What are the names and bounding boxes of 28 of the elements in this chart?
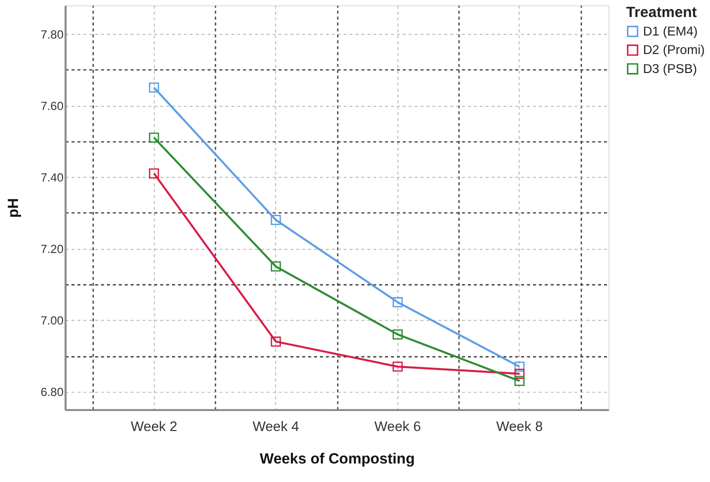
x-tick-label: Week 4 [252, 418, 300, 434]
point [514, 368, 525, 379]
point [148, 132, 160, 143]
point [392, 329, 403, 340]
x-axis-title: Weeks of Composting [260, 451, 415, 468]
point [514, 376, 525, 386]
x-tick-label: Week 2 [130, 418, 178, 434]
y-tick-label: 7.20 [40, 242, 64, 256]
point [514, 362, 525, 372]
x-tick-label: Week 8 [496, 418, 544, 434]
legend-label: D1 (EM4) [642, 23, 698, 38]
y-tick-label: 7.00 [40, 314, 64, 328]
point [148, 168, 160, 178]
y-tick-label: 7.80 [40, 27, 64, 42]
y-tick-label: 7.60 [40, 98, 64, 113]
y-tick-label: 7.40 [40, 170, 64, 184]
legend-label: D3 (PSB) [642, 60, 697, 76]
point [148, 82, 160, 93]
y-tick-label: 6.80 [40, 385, 64, 400]
point [392, 297, 403, 308]
y-axis-title: pH [6, 198, 22, 218]
point [392, 362, 403, 372]
point [270, 214, 281, 225]
legend-title: Treatment [626, 5, 697, 22]
legend-label: D2 (Promi) [642, 42, 705, 58]
x-tick-label: Week 6 [374, 418, 422, 434]
point [270, 336, 281, 347]
point [270, 261, 281, 272]
